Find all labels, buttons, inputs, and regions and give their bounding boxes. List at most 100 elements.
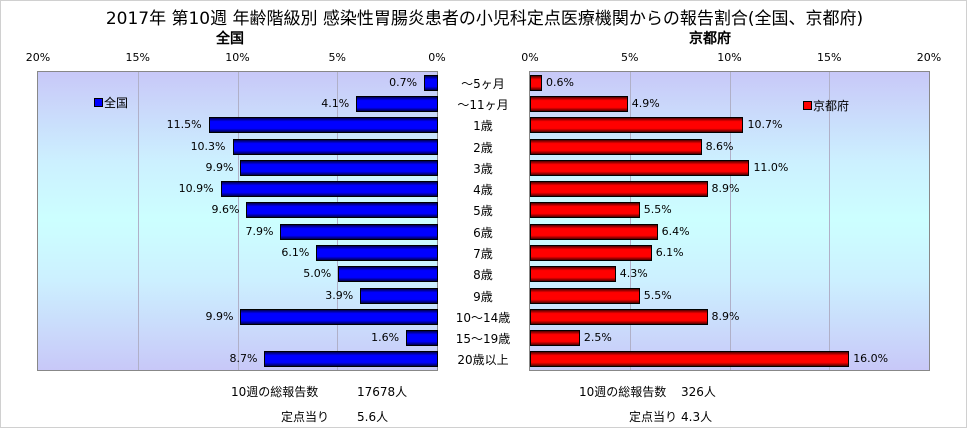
category-label: ～5ヶ月	[461, 76, 505, 91]
bar-kyoto	[530, 223, 658, 240]
national-per-label: 定点当り	[281, 410, 330, 424]
legend-national: 全国	[94, 94, 128, 111]
category-label: 5歳	[473, 204, 493, 219]
data-label-national: 9.6%	[211, 203, 240, 217]
bar-kyoto	[530, 117, 744, 134]
data-label-national: 5.0%	[303, 267, 332, 281]
right-plot-area	[529, 71, 930, 371]
chart-title: 2017年 第10週 年齢階級別 感染性胃腸炎患者の小児科定点医療機関からの報告…	[105, 9, 864, 29]
bar-national	[264, 351, 438, 368]
kyoto-per: 4.3人	[681, 410, 713, 424]
national-total-label: 10週の総報告数	[231, 385, 319, 399]
data-label-kyoto: 8.9%	[711, 182, 740, 196]
bar-national	[232, 138, 438, 155]
data-label-kyoto: 8.6%	[705, 139, 734, 153]
category-label: 20歳以上	[457, 353, 509, 368]
bar-national	[338, 266, 438, 283]
data-label-national: 10.3%	[190, 139, 226, 153]
bar-kyoto	[530, 95, 628, 112]
x-tick-right: 15%	[817, 51, 842, 64]
data-label-national: 9.9%	[205, 309, 234, 323]
data-label-national: 7.9%	[245, 224, 274, 238]
bar-kyoto	[530, 159, 750, 176]
bar-kyoto	[530, 181, 708, 198]
data-label-national: 0.7%	[389, 75, 418, 89]
data-label-national: 9.9%	[205, 160, 234, 174]
gridline	[629, 72, 631, 370]
data-label-kyoto: 2.5%	[583, 331, 612, 345]
bar-kyoto	[530, 138, 702, 155]
category-label: 2歳	[473, 140, 493, 155]
national-per: 5.6人	[357, 410, 389, 424]
x-tick-right: 20%	[916, 51, 942, 64]
data-label-national: 6.1%	[281, 245, 310, 259]
data-label-kyoto: 6.1%	[655, 245, 684, 259]
category-label: 9歳	[473, 289, 493, 304]
legend-swatch-icon	[94, 98, 103, 107]
bar-national	[424, 74, 438, 91]
x-tick-left: 10%	[225, 51, 250, 64]
bar-national	[220, 181, 438, 198]
data-label-national: 3.9%	[325, 288, 354, 302]
category-label: 7歳	[473, 246, 493, 261]
category-label: 3歳	[473, 161, 493, 176]
right-panel-title: 京都府	[689, 31, 731, 47]
bar-kyoto	[530, 351, 850, 368]
data-label-kyoto: 10.7%	[747, 118, 783, 132]
bar-kyoto	[530, 308, 708, 325]
bar-kyoto	[530, 244, 652, 261]
data-label-national: 8.7%	[229, 352, 258, 366]
bar-national	[240, 308, 438, 325]
bar-national	[240, 159, 438, 176]
bar-kyoto	[530, 266, 616, 283]
bar-kyoto	[530, 202, 640, 219]
gridline	[237, 72, 239, 370]
data-label-kyoto: 0.6%	[545, 75, 574, 89]
category-label: 6歳	[473, 225, 493, 240]
legend-label: 京都府	[813, 99, 850, 113]
x-tick-left: 20%	[25, 51, 51, 64]
data-label-kyoto: 16.0%	[853, 352, 889, 366]
bar-kyoto	[530, 287, 640, 304]
bar-kyoto	[530, 330, 580, 347]
category-label: 8歳	[473, 268, 493, 283]
x-tick-left: 5%	[328, 51, 346, 64]
category-label: 10～14歳	[455, 310, 511, 325]
data-label-national: 11.5%	[166, 118, 202, 132]
gridline	[729, 72, 731, 370]
bar-national	[356, 95, 438, 112]
x-tick-right: 0%	[521, 51, 539, 64]
data-label-kyoto: 4.3%	[619, 267, 648, 281]
national-total: 17678人	[357, 385, 408, 399]
left-plot-area	[37, 71, 438, 371]
x-tick-left: 15%	[125, 51, 150, 64]
legend-swatch-icon	[803, 101, 812, 110]
bar-kyoto	[530, 74, 542, 91]
bar-national	[360, 287, 438, 304]
category-label: 15～19歳	[455, 332, 511, 347]
data-label-kyoto: 5.5%	[643, 288, 672, 302]
bar-national	[316, 244, 438, 261]
x-tick-right: 5%	[621, 51, 639, 64]
data-label-national: 1.6%	[371, 331, 400, 345]
kyoto-per-label: 定点当り	[629, 410, 678, 424]
kyoto-total-label: 10週の総報告数	[579, 385, 667, 399]
bar-national	[406, 330, 438, 347]
data-label-national: 10.9%	[178, 182, 214, 196]
data-label-kyoto: 5.5%	[643, 203, 672, 217]
bar-national	[246, 202, 438, 219]
category-label: 1歳	[473, 119, 493, 134]
data-label-national: 4.1%	[321, 96, 350, 110]
x-tick-right: 10%	[717, 51, 742, 64]
gridline	[337, 72, 339, 370]
data-label-kyoto: 8.9%	[711, 309, 740, 323]
category-label: 4歳	[473, 183, 493, 198]
legend-kyoto: 京都府	[803, 97, 849, 114]
data-label-kyoto: 4.9%	[631, 96, 660, 110]
bar-national	[280, 223, 438, 240]
bar-national	[208, 117, 438, 134]
gridline	[137, 72, 139, 370]
data-label-kyoto: 11.0%	[753, 160, 789, 174]
category-label: ～11ヶ月	[457, 97, 509, 112]
x-tick-left: 0%	[428, 51, 446, 64]
